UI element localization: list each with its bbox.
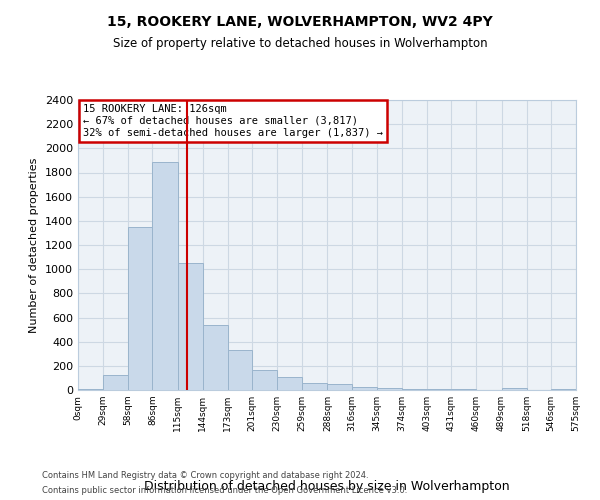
Bar xyxy=(228,350,252,390)
Bar xyxy=(352,386,377,390)
Bar xyxy=(277,378,302,390)
Text: Contains HM Land Registry data © Crown copyright and database right 2024.: Contains HM Land Registry data © Crown c… xyxy=(42,471,368,480)
Text: 15, ROOKERY LANE, WOLVERHAMPTON, WV2 4PY: 15, ROOKERY LANE, WOLVERHAMPTON, WV2 4PY xyxy=(107,15,493,29)
Bar xyxy=(402,388,427,390)
Bar xyxy=(178,263,203,390)
Bar xyxy=(328,384,352,390)
Y-axis label: Number of detached properties: Number of detached properties xyxy=(29,158,40,332)
Bar xyxy=(551,388,576,390)
Bar xyxy=(502,388,527,390)
Bar xyxy=(302,383,328,390)
Text: Contains public sector information licensed under the Open Government Licence v3: Contains public sector information licen… xyxy=(42,486,407,495)
Bar xyxy=(252,370,277,390)
X-axis label: Distribution of detached houses by size in Wolverhampton: Distribution of detached houses by size … xyxy=(144,480,510,493)
Text: 15 ROOKERY LANE: 126sqm
← 67% of detached houses are smaller (3,817)
32% of semi: 15 ROOKERY LANE: 126sqm ← 67% of detache… xyxy=(83,104,383,138)
Bar xyxy=(152,162,178,390)
Bar xyxy=(103,375,128,390)
Text: Size of property relative to detached houses in Wolverhampton: Size of property relative to detached ho… xyxy=(113,38,487,51)
Bar xyxy=(78,389,103,390)
Bar xyxy=(427,389,451,390)
Bar xyxy=(377,388,402,390)
Bar xyxy=(203,325,228,390)
Bar xyxy=(128,227,152,390)
